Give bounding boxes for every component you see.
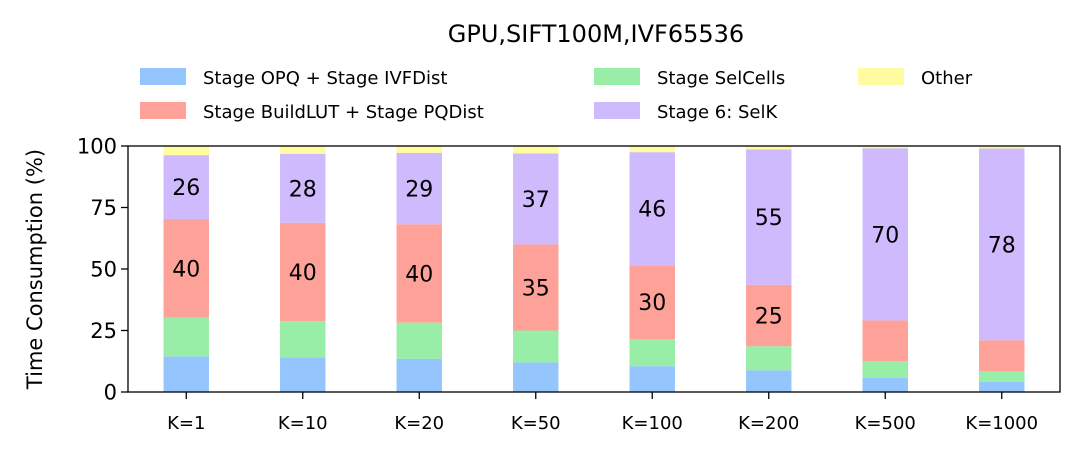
bar-stage-opq-stage-ivfdist-k-200	[746, 370, 792, 392]
bar-other-k-200	[746, 146, 792, 150]
bar-stage-opq-stage-ivfdist-k-1	[163, 356, 209, 392]
legend-label: Stage SelCells	[657, 68, 785, 89]
bar-stage-opq-stage-ivfdist-k-20	[396, 358, 442, 392]
bars	[163, 146, 1025, 392]
bar-stage-buildlut-stage-pqdist-k-10	[280, 222, 326, 322]
x-tick-label-k-10: K=10	[278, 413, 328, 434]
plot-frame	[127, 145, 1061, 393]
y-tick-label: 0	[104, 381, 117, 405]
bar-stage-selcells-k-500	[862, 361, 908, 378]
legend-item-stage-opq-stage-ivfdist: Stage OPQ + Stage IVFDist	[140, 68, 447, 89]
bar-stage-opq-stage-ivfdist-k-10	[280, 357, 326, 392]
legend-item-stage-6-selk: Stage 6: SelK	[594, 102, 778, 123]
bar-stage-opq-stage-ivfdist-k-500	[862, 377, 908, 392]
x-tick-label-k-200: K=200	[738, 413, 799, 434]
legend-item-stage-selcells: Stage SelCells	[594, 68, 785, 89]
x-tick-label-k-100: K=100	[622, 413, 683, 434]
bar-stage-selcells-k-10	[280, 321, 326, 358]
data-label-stage-6-selk-k-1000: 78	[988, 233, 1016, 258]
x-tick-label-k-500: K=500	[855, 413, 916, 434]
x-tick-label-k-1: K=1	[167, 413, 205, 434]
bar-other-k-50	[513, 146, 559, 154]
legend-label: Stage 6: SelK	[657, 102, 778, 123]
y-axis-label: Time Consumption (%)	[23, 149, 47, 390]
legend-swatch	[594, 68, 640, 85]
data-label-stage-buildlut-stage-pqdist-k-50: 35	[522, 276, 550, 301]
x-tick-label-k-20: K=20	[394, 413, 444, 434]
legend-item-stage-buildlut-stage-pqdist: Stage BuildLUT + Stage PQDist	[140, 102, 484, 123]
legend-swatch	[858, 68, 904, 85]
data-label-stage-6-selk-k-20: 29	[405, 178, 433, 203]
data-label-stage-6-selk-k-100: 46	[638, 198, 666, 223]
bar-stage-6-selk-k-500	[862, 148, 908, 321]
bar-stage-selcells-k-20	[396, 322, 442, 359]
legend-label: Stage OPQ + Stage IVFDist	[203, 68, 447, 89]
bar-stage-buildlut-stage-pqdist-k-1	[163, 219, 209, 318]
data-label-stage-6-selk-k-200: 55	[755, 206, 783, 231]
data-label-stage-6-selk-k-1: 26	[172, 176, 200, 201]
legend-label: Other	[921, 68, 973, 89]
bar-stage-opq-stage-ivfdist-k-1000	[979, 381, 1025, 392]
bar-other-k-100	[629, 146, 675, 153]
bar-other-k-10	[280, 146, 326, 154]
bar-stage-selcells-k-200	[746, 346, 792, 371]
legend-swatch	[594, 102, 640, 119]
bar-stage-selcells-k-1	[163, 317, 209, 357]
bar-stage-opq-stage-ivfdist-k-50	[513, 362, 559, 392]
bar-stage-buildlut-stage-pqdist-k-20	[396, 224, 442, 323]
bar-other-k-1	[163, 146, 209, 156]
data-label-stage-6-selk-k-500: 70	[871, 223, 899, 248]
legend-swatch	[140, 102, 186, 119]
data-labels: 40 40 40 35 30 25 26 28 29 37 46 55 70 78	[172, 176, 1016, 329]
y-axis: 0 25 50 75 100	[77, 135, 128, 405]
data-label-stage-buildlut-stage-pqdist-k-1: 40	[172, 257, 200, 282]
bar-stage-buildlut-stage-pqdist-k-100	[629, 265, 675, 340]
legend-swatch	[140, 68, 186, 85]
bar-stage-6-selk-k-100	[629, 152, 675, 266]
bar-stage-buildlut-stage-pqdist-k-500	[862, 320, 908, 362]
bar-stage-selcells-k-100	[629, 339, 675, 367]
bar-other-k-500	[862, 146, 908, 149]
data-label-stage-buildlut-stage-pqdist-k-200: 25	[755, 304, 783, 329]
bar-stage-opq-stage-ivfdist-k-100	[629, 366, 675, 392]
data-label-stage-6-selk-k-10: 28	[289, 177, 317, 202]
bar-stage-6-selk-k-1	[163, 155, 209, 220]
data-label-stage-buildlut-stage-pqdist-k-10: 40	[289, 261, 317, 286]
bar-stage-6-selk-k-1000	[979, 148, 1025, 341]
x-axis: K=1 K=10 K=20 K=50 K=100 K=200 K=500 K=1000	[167, 392, 1038, 434]
x-tick-label-k-1000: K=1000	[965, 413, 1038, 434]
legend: Stage OPQ + Stage IVFDist Stage BuildLUT …	[140, 68, 973, 123]
bar-other-k-1000	[979, 146, 1025, 149]
y-tick-label: 100	[77, 135, 117, 159]
bar-stage-6-selk-k-200	[746, 149, 792, 285]
y-tick-label: 75	[90, 196, 117, 220]
bar-other-k-20	[396, 146, 442, 153]
bar-stage-buildlut-stage-pqdist-k-1000	[979, 340, 1025, 372]
bar-stage-6-selk-k-10	[280, 153, 326, 223]
data-label-stage-buildlut-stage-pqdist-k-100: 30	[638, 291, 666, 316]
bar-stage-6-selk-k-50	[513, 153, 559, 245]
bar-stage-selcells-k-50	[513, 330, 559, 363]
bar-stage-buildlut-stage-pqdist-k-50	[513, 244, 559, 331]
y-tick-label: 25	[90, 319, 117, 343]
x-tick-label-k-50: K=50	[511, 413, 561, 434]
legend-item-other: Other	[858, 68, 973, 89]
bar-stage-buildlut-stage-pqdist-k-200	[746, 284, 792, 347]
bar-stage-6-selk-k-20	[396, 152, 442, 225]
bar-stage-selcells-k-1000	[979, 371, 1025, 382]
data-label-stage-6-selk-k-50: 37	[522, 188, 550, 213]
data-label-stage-buildlut-stage-pqdist-k-20: 40	[405, 262, 433, 287]
y-tick-label: 50	[90, 258, 117, 282]
legend-label: Stage BuildLUT + Stage PQDist	[203, 102, 484, 123]
chart-title: GPU,SIFT100M,IVF65536	[448, 20, 744, 48]
